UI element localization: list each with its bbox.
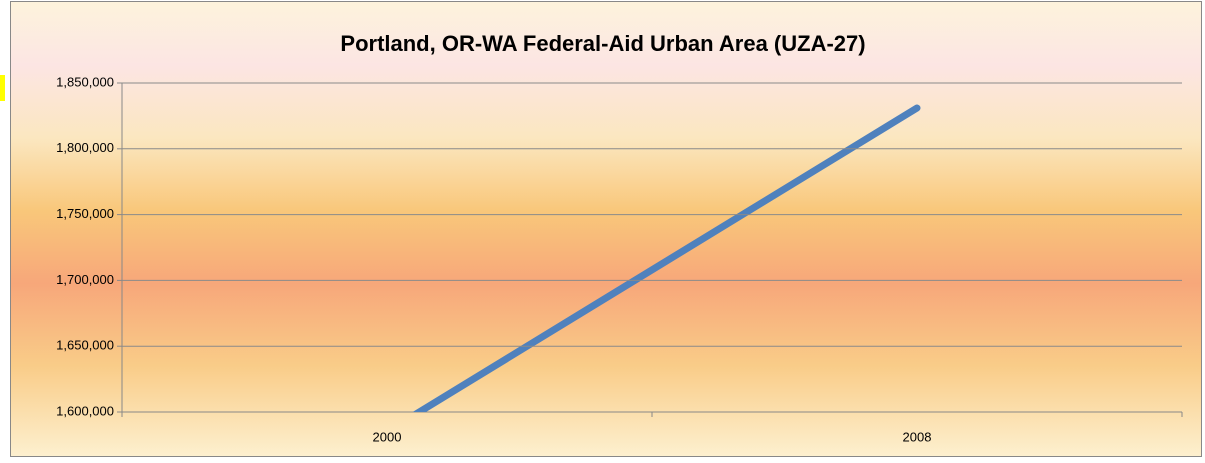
y-tick-label: 1,800,000 (56, 140, 114, 155)
x-tick-label: 2008 (903, 429, 932, 444)
y-tick-label: 1,600,000 (56, 403, 114, 418)
marker (0, 75, 5, 101)
y-tick-label: 1,650,000 (56, 338, 114, 353)
y-tick-label: 1,700,000 (56, 272, 114, 287)
chart-title: Portland, OR-WA Federal-Aid Urban Area (… (340, 31, 865, 56)
series-line (412, 104, 921, 412)
y-tick-label: 1,850,000 (56, 74, 114, 89)
chart-frame (10, 1, 1202, 457)
x-tick-label: 2000 (373, 429, 402, 444)
y-tick-label: 1,750,000 (56, 206, 114, 221)
plot-area (412, 104, 921, 412)
